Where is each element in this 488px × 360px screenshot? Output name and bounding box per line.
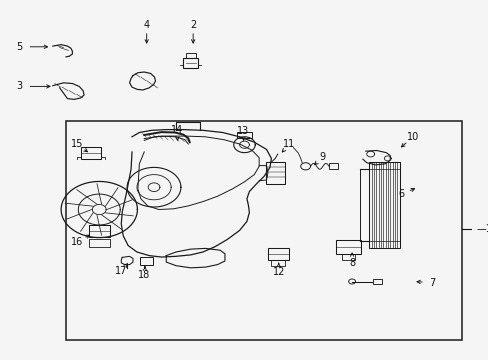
Bar	[265, 162, 285, 184]
Bar	[368, 162, 399, 248]
Text: 6: 6	[397, 189, 403, 199]
Text: 10: 10	[406, 132, 419, 142]
Bar	[88, 239, 110, 247]
Text: 12: 12	[272, 267, 285, 277]
Bar	[66, 121, 461, 340]
Text: 15: 15	[71, 139, 83, 149]
Text: 3: 3	[17, 81, 22, 91]
Text: 7: 7	[429, 278, 435, 288]
Text: 18: 18	[138, 270, 150, 280]
Text: 9: 9	[319, 152, 325, 162]
Bar	[183, 58, 198, 68]
Text: 13: 13	[237, 126, 249, 136]
Text: 2: 2	[190, 20, 196, 30]
Bar	[372, 279, 382, 284]
Text: —1: —1	[476, 224, 488, 234]
Bar	[89, 225, 109, 237]
Text: 5: 5	[17, 42, 22, 52]
Bar	[81, 147, 101, 159]
Bar	[342, 254, 354, 260]
Bar	[271, 260, 285, 266]
Bar	[140, 257, 152, 265]
Text: 14: 14	[171, 125, 183, 135]
Bar	[185, 53, 195, 58]
Text: 11: 11	[283, 139, 295, 149]
Bar	[328, 163, 337, 169]
Text: 17: 17	[115, 266, 127, 276]
Bar	[267, 248, 288, 260]
Text: 4: 4	[143, 20, 149, 30]
Bar	[236, 132, 252, 138]
Text: 8: 8	[348, 258, 354, 268]
Text: 16: 16	[71, 237, 83, 247]
Bar	[336, 240, 360, 254]
